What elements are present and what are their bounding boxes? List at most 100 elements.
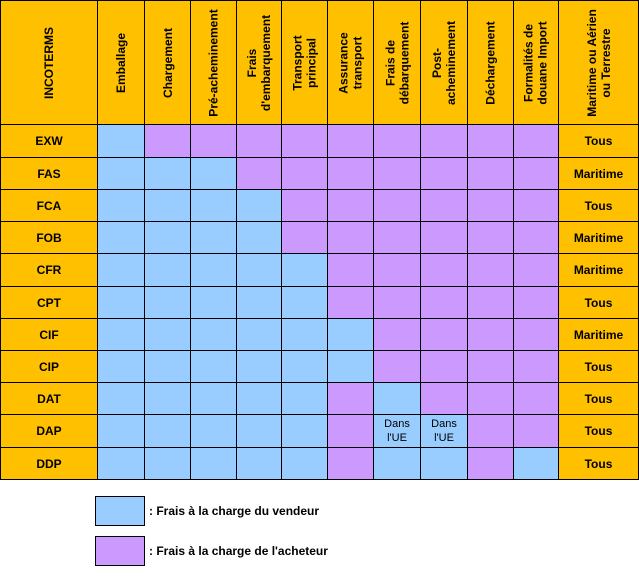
cost-cell	[97, 253, 145, 287]
cost-cell	[236, 189, 282, 222]
legend-vendor-label: : Frais à la charge du vendeur	[149, 504, 320, 518]
cost-cell	[236, 414, 282, 448]
legend-buyer: : Frais à la charge de l'acheteur	[95, 536, 328, 566]
cost-cell	[513, 318, 559, 351]
transport-mode: Tous	[558, 414, 639, 448]
column-header-label: Emballage	[114, 32, 128, 93]
cost-cell	[190, 382, 237, 415]
transport-mode: Maritime	[558, 253, 639, 287]
cost-cell	[513, 253, 559, 287]
cost-cell	[281, 382, 328, 415]
column-header-label: Pré-acheminement	[206, 8, 221, 117]
transport-mode: Maritime	[558, 318, 639, 351]
cost-cell	[327, 253, 374, 287]
cost-cell	[467, 157, 514, 190]
cost-cell	[144, 318, 191, 351]
incoterm-label: CIF	[0, 318, 98, 351]
cost-cell	[420, 189, 468, 222]
column-header-label: Chargement	[160, 27, 175, 98]
cost-cell	[144, 286, 191, 319]
cost-cell	[281, 318, 328, 351]
cost-cell	[144, 157, 191, 190]
cost-cell	[236, 124, 282, 158]
cost-cell	[190, 189, 237, 222]
legend-vendor: : Frais à la charge du vendeur	[95, 496, 319, 526]
legend-buyer-swatch	[95, 536, 145, 566]
incoterm-label: DDP	[0, 447, 98, 480]
incoterms-table: INCOTERMS Emballage Chargement Pré-achemine…	[0, 0, 639, 480]
transport-mode: Maritime	[558, 221, 639, 254]
cost-cell	[190, 253, 237, 287]
cost-cell	[467, 189, 514, 222]
transport-mode: Tous	[558, 189, 639, 222]
column-header: Emballage	[97, 0, 145, 125]
cost-cell	[513, 350, 559, 383]
cost-cell	[97, 447, 145, 480]
cost-cell	[236, 382, 282, 415]
cost-cell	[420, 382, 468, 415]
cost-cell	[281, 286, 328, 319]
cost-cell	[420, 447, 468, 480]
cost-cell	[327, 124, 374, 158]
transport-mode: Maritime	[558, 157, 639, 190]
incoterm-label: DAP	[0, 414, 98, 448]
column-header-label: Post- acheminement	[430, 20, 458, 105]
cost-cell	[420, 286, 468, 319]
cell-note: Dans l'UE	[431, 418, 457, 444]
column-header: Frais d'embarquement	[236, 0, 282, 125]
cost-cell	[420, 221, 468, 254]
incoterm-label: DAT	[0, 382, 98, 415]
transport-mode: Tous	[558, 124, 639, 158]
cost-cell	[144, 189, 191, 222]
cost-cell	[513, 414, 559, 448]
cost-cell	[420, 253, 468, 287]
column-header-label: Formalités de douane Import	[522, 20, 550, 105]
cost-cell	[373, 318, 421, 351]
cost-cell	[190, 157, 237, 190]
cost-cell	[144, 447, 191, 480]
cost-cell	[281, 124, 328, 158]
cost-cell	[513, 286, 559, 319]
cost-cell	[97, 189, 145, 222]
column-header: Déchargement	[467, 0, 514, 125]
cost-cell	[281, 350, 328, 383]
cell-note: Dans l'UE	[384, 418, 410, 444]
cost-cell	[281, 447, 328, 480]
cost-cell	[467, 221, 514, 254]
incoterm-label: FAS	[0, 157, 98, 190]
cost-cell	[190, 350, 237, 383]
transport-mode: Tous	[558, 286, 639, 319]
cost-cell	[513, 221, 559, 254]
column-header: Formalités de douane Import	[513, 0, 559, 125]
cost-cell: Dans l'UE	[373, 414, 421, 448]
cost-cell	[327, 414, 374, 448]
cost-cell	[236, 318, 282, 351]
legend-vendor-swatch	[95, 496, 145, 526]
cost-cell	[373, 382, 421, 415]
incoterm-label: FCA	[0, 189, 98, 222]
cost-cell	[327, 447, 374, 480]
cost-cell	[420, 350, 468, 383]
cost-cell	[420, 157, 468, 190]
transport-mode: Tous	[558, 382, 639, 415]
cost-cell	[236, 286, 282, 319]
cost-cell	[190, 124, 237, 158]
transport-mode: Tous	[558, 447, 639, 480]
cost-cell	[467, 414, 514, 448]
legend-buyer-label: : Frais à la charge de l'acheteur	[149, 544, 328, 558]
mode-header-label: Maritime ou Aérien ou Terrestre	[584, 8, 613, 117]
cost-cell	[236, 447, 282, 480]
cost-cell	[373, 350, 421, 383]
column-header: Frais de débarquement	[373, 0, 421, 125]
cost-cell	[513, 124, 559, 158]
cost-cell	[144, 350, 191, 383]
cost-cell	[281, 157, 328, 190]
column-header-label: Frais d'embarquement	[245, 14, 273, 111]
cost-cell	[327, 318, 374, 351]
cost-cell	[97, 157, 145, 190]
cost-cell	[236, 157, 282, 190]
cost-cell: Dans l'UE	[420, 414, 468, 448]
cost-cell	[327, 157, 374, 190]
cost-cell	[144, 221, 191, 254]
cost-cell	[467, 124, 514, 158]
